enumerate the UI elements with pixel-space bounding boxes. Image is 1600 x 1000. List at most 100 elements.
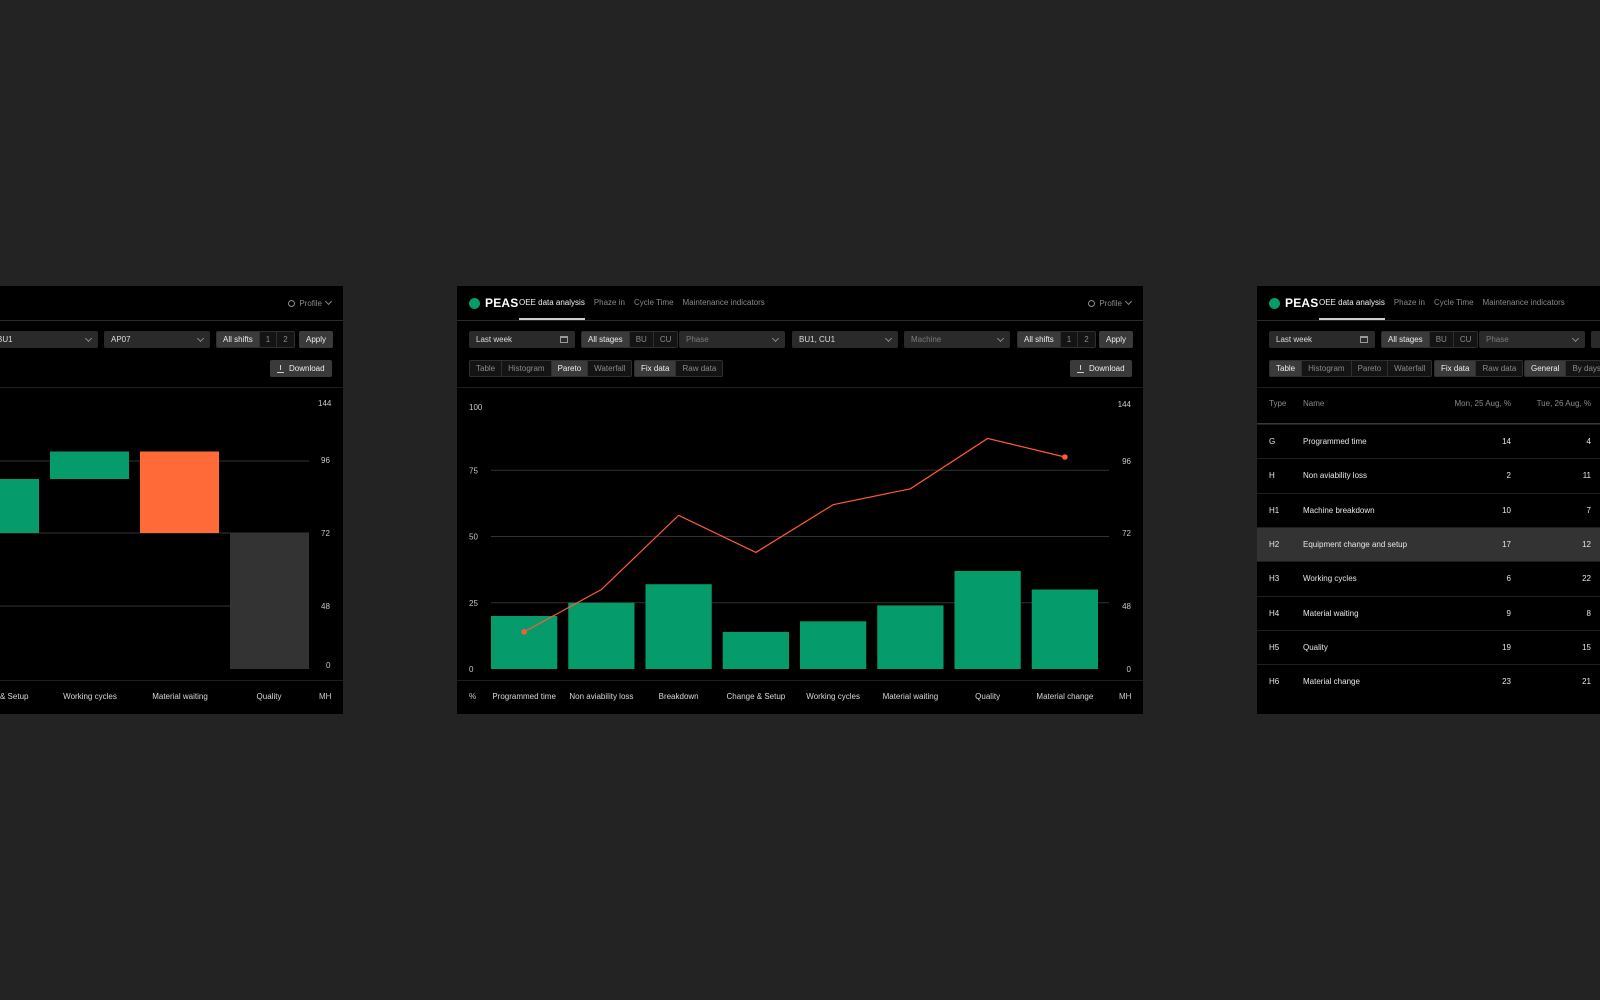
phase-select[interactable]: Phase [679, 331, 785, 348]
tab-phaze-in[interactable]: Phaze in [1393, 298, 1425, 307]
column-header-mon[interactable]: Mon, 25 Aug, % [1454, 399, 1511, 408]
y2-tick-label: 144 [1118, 400, 1132, 409]
bu-select[interactable]: BU1 [0, 331, 98, 348]
cell-name: Non aviability loss [1303, 471, 1368, 481]
view-waterfall[interactable]: Waterfall [1388, 361, 1432, 376]
cell-type: H2 [1269, 539, 1280, 549]
logo[interactable]: PEAS [469, 296, 518, 310]
view-table[interactable]: Table [1270, 361, 1303, 376]
top-nav: PEAS OEE data analysis Phaze in Cycle Ti… [1257, 286, 1600, 321]
cell-type: H [1269, 471, 1275, 481]
logo-text: PEAS [1285, 296, 1319, 310]
table-row[interactable]: H2 Equipment change and setup 17 12 [1257, 526, 1600, 562]
mode-fix-data[interactable]: Fix data [635, 361, 677, 376]
shift-1[interactable]: 1 [1060, 332, 1079, 347]
tab-oee-data-analysis[interactable]: OEE data analysis [1319, 286, 1385, 320]
tab-maintenance-indicators[interactable]: Maintenance indicators [1482, 298, 1565, 307]
stage-all[interactable]: All stages [1382, 332, 1430, 347]
waterfall-bar [140, 451, 219, 533]
phase-select[interactable]: Phase [1479, 331, 1585, 348]
apply-button[interactable]: Apply [1099, 331, 1134, 348]
view-histogram[interactable]: Histogram [1302, 361, 1352, 376]
divider [0, 387, 343, 388]
y2-tick-label: 0 [1127, 665, 1132, 674]
column-header-type[interactable]: Type [1269, 399, 1287, 408]
cell-tue: 15 [1582, 642, 1591, 652]
stage-all[interactable]: All stages [582, 332, 630, 347]
stage-cu[interactable]: CU [1453, 332, 1478, 347]
table-row[interactable]: H5 Quality 19 15 [1257, 629, 1600, 665]
profile-menu[interactable]: Profile [288, 286, 333, 320]
right-panel: PEAS OEE data analysis Phaze in Cycle Ti… [1257, 286, 1600, 714]
machine-select[interactable]: Machine [904, 331, 1010, 348]
tab-phaze-in[interactable]: Phaze in [593, 298, 625, 307]
stage-bu[interactable]: BU [629, 332, 654, 347]
date-range-select[interactable]: Last week [1269, 331, 1375, 348]
mode-fix-data[interactable]: Fix data [1435, 361, 1477, 376]
divider [1257, 387, 1600, 388]
bu-select-value: BU1 [0, 335, 13, 344]
shift-2[interactable]: 2 [1078, 332, 1095, 347]
y-tick-label: 50 [469, 533, 478, 542]
y2-unit: MH [319, 692, 332, 701]
cell-mon: 17 [1502, 539, 1511, 549]
column-header-tue[interactable]: Tue, 26 Aug, % [1536, 399, 1591, 408]
phase-placeholder: Phase [1486, 335, 1509, 344]
tab-cycle-time[interactable]: Cycle Time [633, 298, 674, 307]
top-nav: Profile [0, 286, 343, 321]
shift-selector: All shifts 1 2 [216, 331, 295, 348]
cell-mon: 2 [1506, 471, 1511, 481]
header-divider [1257, 423, 1600, 424]
table-row[interactable]: H1 Machine breakdown 10 7 [1257, 492, 1600, 528]
download-button[interactable]: Download [1070, 360, 1132, 377]
x-tick-label: Material change [1036, 692, 1093, 701]
view-histogram[interactable]: Histogram [502, 361, 552, 376]
cell-name: Material change [1303, 677, 1360, 687]
left-panel: Profile BU1 AP07 All shifts 1 2 Apply Do… [0, 286, 343, 714]
table-row[interactable]: H3 Working cycles 6 22 [1257, 561, 1600, 596]
x-tick-label: Change & Setup [727, 692, 786, 701]
view-pareto[interactable]: Pareto [551, 361, 589, 376]
data-mode-selector: Fix data Raw data [1434, 360, 1524, 377]
mode-raw-data[interactable]: Raw data [676, 361, 723, 376]
table-row[interactable]: H Non aviability loss 2 11 [1257, 458, 1600, 493]
x-label: Quality [256, 692, 282, 701]
view-table[interactable]: Table [470, 361, 503, 376]
cell-mon: 6 [1506, 574, 1511, 584]
bu-select-cutoff[interactable] [1591, 331, 1600, 348]
stage-bu[interactable]: BU [1429, 332, 1454, 347]
mode-raw-data[interactable]: Raw data [1476, 361, 1523, 376]
cell-type: H5 [1269, 642, 1280, 652]
group-by-days[interactable]: By days [1566, 361, 1600, 376]
table-row[interactable]: H4 Material waiting 9 8 [1257, 595, 1600, 631]
tab-cycle-time[interactable]: Cycle Time [1433, 298, 1474, 307]
logo[interactable]: PEAS [1269, 296, 1318, 310]
shift-1[interactable]: 1 [259, 332, 278, 347]
cell-tue: 22 [1582, 574, 1591, 584]
shift-selector: All shifts 1 2 [1017, 331, 1096, 348]
stage-cu[interactable]: CU [653, 332, 678, 347]
bu-select[interactable]: BU1, CU1 [792, 331, 898, 348]
shift-all[interactable]: All shifts [1018, 332, 1061, 347]
date-range-select[interactable]: Last week [469, 331, 575, 348]
apply-button[interactable]: Apply [299, 331, 334, 348]
download-button[interactable]: Download [270, 360, 332, 377]
tab-maintenance-indicators[interactable]: Maintenance indicators [682, 298, 765, 307]
shift-all[interactable]: All shifts [217, 332, 260, 347]
tab-oee-data-analysis[interactable]: OEE data analysis [519, 286, 585, 320]
table-row[interactable]: G Programmed time 14 4 [1257, 424, 1600, 459]
machine-select[interactable]: AP07 [104, 331, 210, 348]
profile-label: Profile [1099, 298, 1122, 308]
view-pareto[interactable]: Pareto [1351, 361, 1389, 376]
view-waterfall[interactable]: Waterfall [588, 361, 632, 376]
pareto-bar [954, 570, 1021, 669]
shift-2[interactable]: 2 [277, 332, 294, 347]
cell-name: Machine breakdown [1303, 505, 1375, 515]
table-row[interactable]: H6 Material change 23 21 [1257, 664, 1600, 699]
column-header-name[interactable]: Name [1303, 399, 1325, 408]
group-general[interactable]: General [1525, 361, 1567, 376]
x-tick-label: Material waiting [883, 692, 939, 701]
cell-type: H1 [1269, 505, 1280, 515]
pareto-bar [645, 584, 712, 669]
profile-menu[interactable]: Profile [1088, 286, 1133, 320]
